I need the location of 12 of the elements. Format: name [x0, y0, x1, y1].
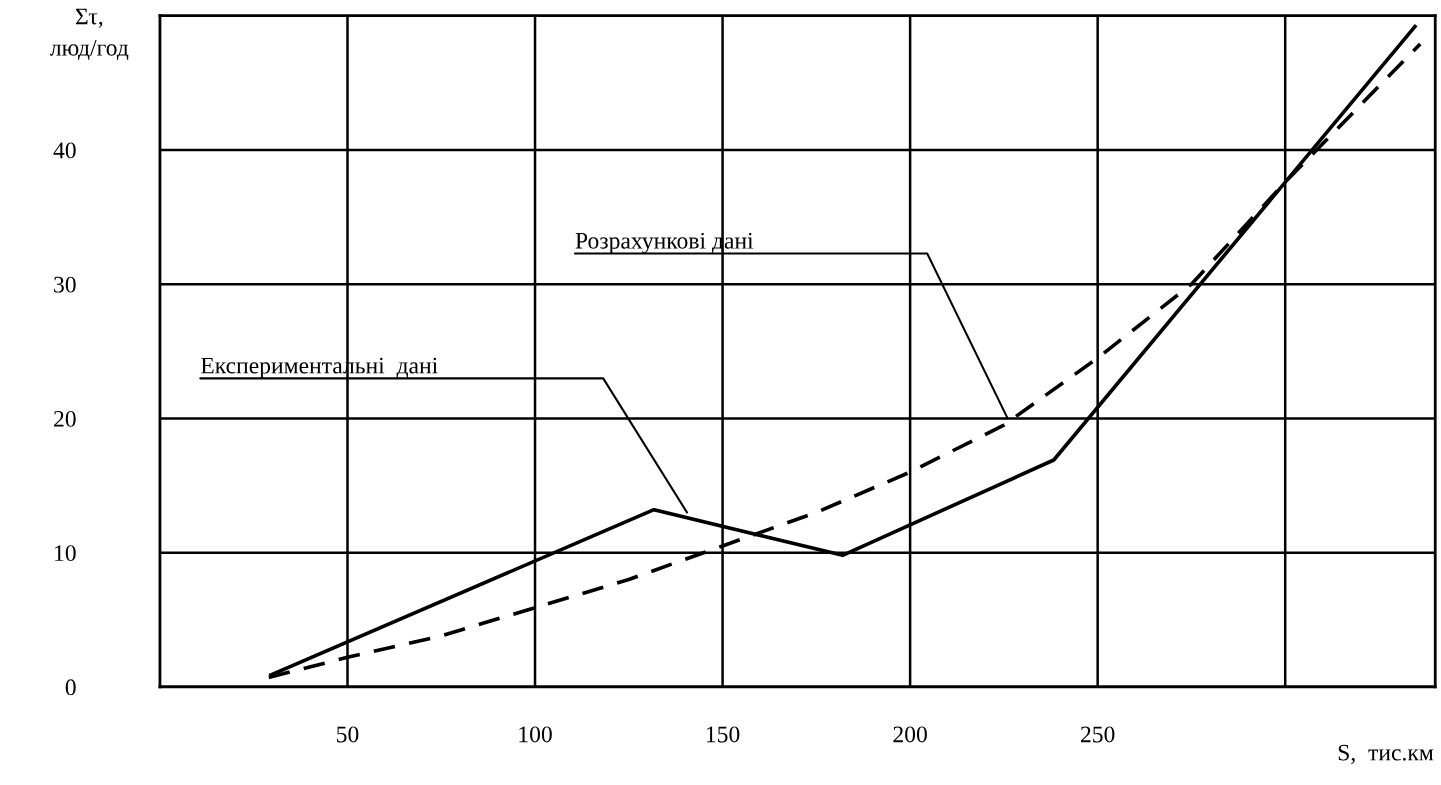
- x-tick-label: 150: [706, 726, 740, 743]
- x-tick-label: 200: [893, 726, 927, 743]
- y-tick-label: 0: [65, 679, 76, 696]
- x-tick-label: 50: [337, 726, 359, 743]
- y-tick-label: 20: [54, 410, 76, 427]
- y-tick-label: 30: [54, 276, 76, 293]
- x-tick-label: 100: [519, 726, 552, 743]
- y-axis-title: Στ, люд/год: [50, 8, 129, 61]
- y-tick-label: 10: [55, 545, 76, 562]
- x-tick-label: 250: [1080, 726, 1115, 743]
- x-axis-title: S, тис.км: [1338, 744, 1434, 764]
- y-tick-label: 40: [53, 142, 76, 159]
